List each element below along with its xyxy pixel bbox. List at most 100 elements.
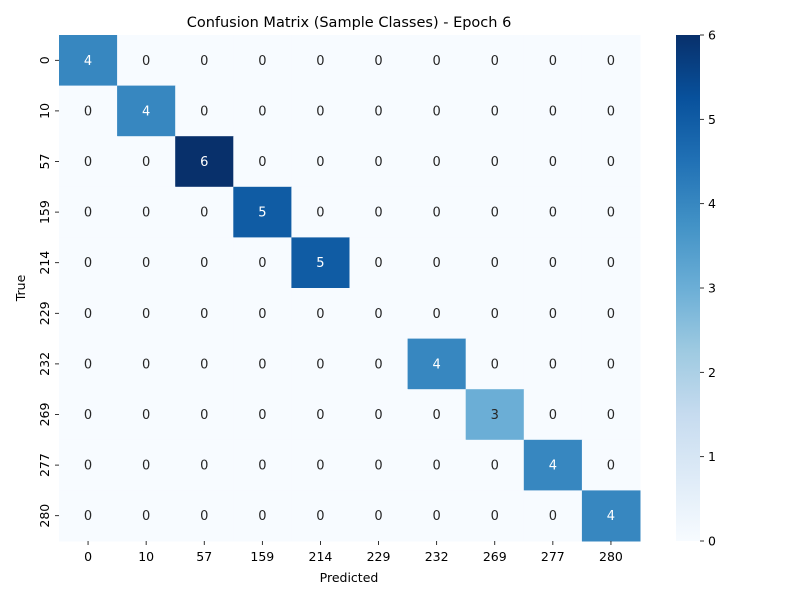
heatmap-cell xyxy=(175,288,234,340)
cell-value-label: 0 xyxy=(258,459,266,474)
cell-value-label: 0 xyxy=(607,408,615,423)
cell-value-label: 0 xyxy=(316,155,324,170)
y-tick-label: 280 xyxy=(37,504,52,528)
cell-value-label: 0 xyxy=(607,459,615,474)
heatmap-cell xyxy=(349,136,409,188)
heatmap-cell xyxy=(175,35,234,87)
heatmap-cell xyxy=(59,288,118,340)
cell-value-label: 0 xyxy=(84,256,92,271)
heatmap-cell xyxy=(465,490,525,542)
heatmap-cell xyxy=(233,35,292,87)
colorbar-tick-label: 2 xyxy=(708,365,716,380)
cell-value-label: 0 xyxy=(433,509,441,524)
cell-value-label: 0 xyxy=(607,307,615,322)
heatmap-cell xyxy=(291,35,350,87)
heatmap-cell xyxy=(117,490,176,542)
cell-value-label: 0 xyxy=(549,307,557,322)
heatmap-cell xyxy=(465,288,525,340)
cell-value-label: 0 xyxy=(491,509,499,524)
heatmap-cell xyxy=(581,288,641,340)
colorbar-ticks: 0 1 2 3 4 5 6 xyxy=(700,28,716,549)
heatmap-cell xyxy=(407,439,467,491)
cell-value-label: 0 xyxy=(607,104,615,119)
heatmap-cell xyxy=(523,389,583,441)
heatmap-cell xyxy=(581,186,641,238)
y-tick-label: 229 xyxy=(37,301,52,325)
colorbar-tick-label: 5 xyxy=(708,112,716,127)
cell-value-label: 0 xyxy=(374,509,382,524)
cell-value-label: 0 xyxy=(316,54,324,69)
cell-value-label: 5 xyxy=(316,256,324,271)
heatmap-cell xyxy=(581,136,641,188)
heatmap-cell xyxy=(233,490,292,542)
heatmap-cell-labels: 4 0 0 0 0 0 0 0 0 0 0 4 0 0 0 0 0 0 0 0 0 0 6 0 0 0 0 0 0 0 0 0 0 5 0 0 0 0 0 0… xyxy=(84,54,615,524)
heatmap-cell xyxy=(117,237,176,289)
heatmap-cell xyxy=(233,85,292,137)
cell-value-label: 0 xyxy=(491,357,499,372)
cell-value-label: 0 xyxy=(316,459,324,474)
x-tick-label: 214 xyxy=(309,549,333,564)
heatmap-cell xyxy=(349,338,409,390)
x-tick-label: 0 xyxy=(84,549,92,564)
x-tick-label: 10 xyxy=(138,549,154,564)
cell-value-label: 0 xyxy=(549,155,557,170)
cell-value-label: 0 xyxy=(258,307,266,322)
heatmap-cell xyxy=(349,237,409,289)
heatmap-cell xyxy=(581,338,641,390)
cell-value-label: 0 xyxy=(200,104,208,119)
heatmap-cell xyxy=(117,439,176,491)
cell-value-label: 0 xyxy=(549,509,557,524)
cell-value-label: 5 xyxy=(258,206,266,221)
heatmap-cell xyxy=(581,389,641,441)
heatmap-cell xyxy=(407,288,467,340)
y-tick-label: 214 xyxy=(37,251,52,275)
heatmap-cell xyxy=(175,389,234,441)
cell-value-label: 0 xyxy=(491,459,499,474)
heatmap-cell xyxy=(407,389,467,441)
cell-value-label: 0 xyxy=(433,155,441,170)
heatmap-cell xyxy=(291,389,350,441)
y-tick-label: 0 xyxy=(37,56,52,64)
cell-value-label: 0 xyxy=(491,256,499,271)
heatmap-cell xyxy=(233,186,292,238)
heatmap-cell xyxy=(291,439,350,491)
cell-value-label: 0 xyxy=(142,307,150,322)
heatmap-cell xyxy=(465,237,525,289)
heatmap-cell xyxy=(523,439,583,491)
cell-value-label: 0 xyxy=(491,54,499,69)
cell-value-label: 0 xyxy=(258,104,266,119)
cell-value-label: 0 xyxy=(84,459,92,474)
x-tick-label: 57 xyxy=(196,549,212,564)
heatmap-cell xyxy=(59,338,118,390)
heatmap-cell xyxy=(59,136,118,188)
heatmap-cell xyxy=(117,389,176,441)
x-axis-label: Predicted xyxy=(320,570,379,585)
cell-value-label: 0 xyxy=(549,256,557,271)
heatmap-cell xyxy=(407,35,467,87)
y-tick-label: 232 xyxy=(37,352,52,376)
heatmap-cell xyxy=(291,490,350,542)
cell-value-label: 0 xyxy=(316,509,324,524)
heatmap-cell xyxy=(407,338,467,390)
heatmap-cell xyxy=(291,85,350,137)
cell-value-label: 0 xyxy=(316,357,324,372)
cell-value-label: 0 xyxy=(142,459,150,474)
heatmap-cell xyxy=(465,439,525,491)
heatmap-cell xyxy=(581,439,641,491)
heatmap-cell xyxy=(117,288,176,340)
heatmap-cell xyxy=(233,288,292,340)
heatmap-cell xyxy=(349,186,409,238)
cell-value-label: 0 xyxy=(374,408,382,423)
x-tick-label: 232 xyxy=(425,549,449,564)
heatmap-cell xyxy=(233,237,292,289)
heatmap-cell xyxy=(59,389,118,441)
heatmap-cell xyxy=(523,237,583,289)
heatmap-cell xyxy=(349,35,409,87)
cell-value-label: 0 xyxy=(491,155,499,170)
heatmap-cell xyxy=(581,35,641,87)
cell-value-label: 0 xyxy=(316,307,324,322)
heatmap-cell xyxy=(407,186,467,238)
cell-value-label: 0 xyxy=(316,408,324,423)
heatmap-cell xyxy=(465,136,525,188)
